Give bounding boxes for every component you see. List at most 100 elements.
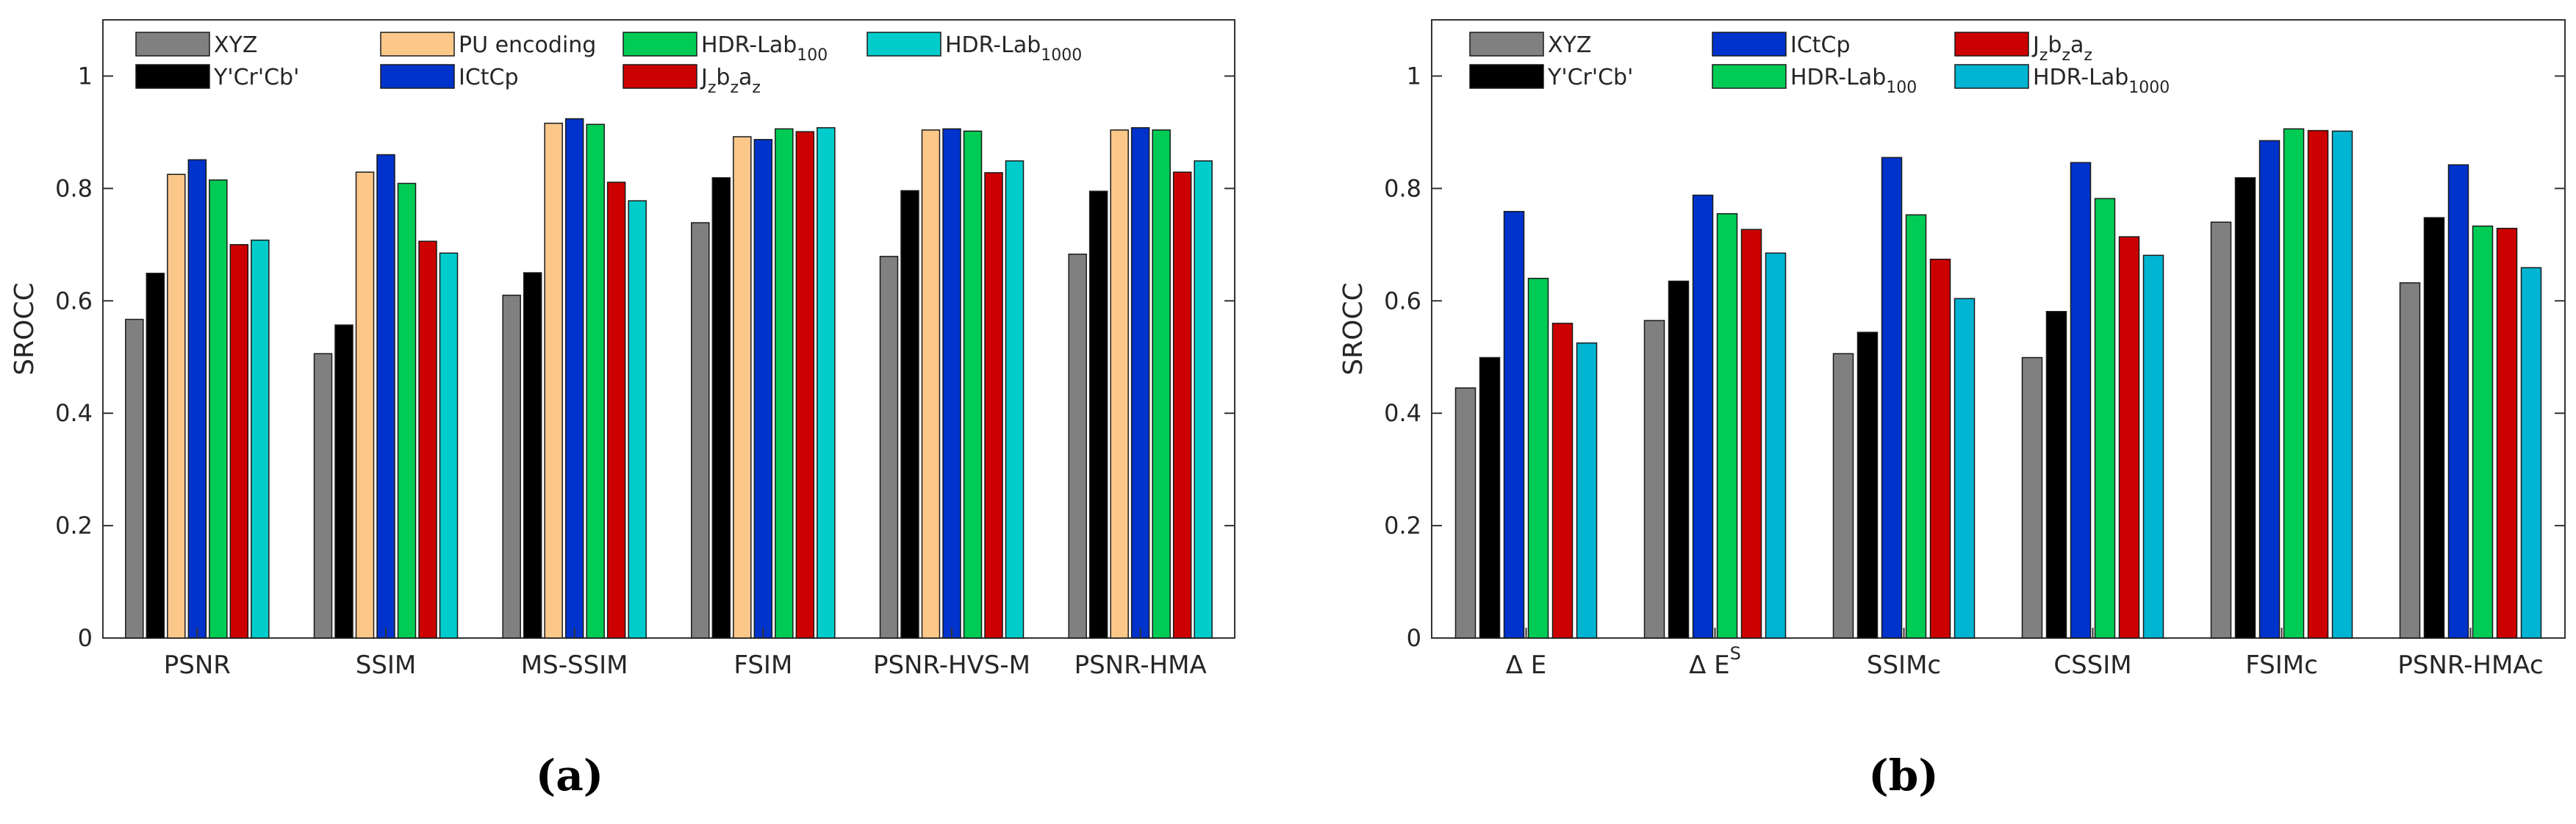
bar (1668, 280, 1690, 639)
x-tick-label: SSIMc (1867, 651, 1941, 680)
bar (167, 173, 186, 639)
legend-label: HDR-Lab1000 (2033, 65, 2170, 97)
bar (2496, 227, 2518, 639)
y-tick-label: 1 (1407, 62, 1421, 90)
bar (1088, 190, 1108, 639)
bar (2118, 236, 2140, 639)
x-tick-label: PSNR-HMA (1074, 651, 1207, 680)
bar (1068, 254, 1087, 639)
bar (146, 273, 165, 639)
subfigure-caption: (a) (536, 750, 603, 800)
x-tick-label: Δ E (1506, 651, 1547, 680)
x-tick-label: FSIMc (2245, 651, 2318, 680)
legend-label: ICtCp (1790, 32, 1851, 58)
bar (879, 256, 899, 639)
bar (564, 118, 584, 639)
bar (1856, 332, 1879, 639)
bar (775, 128, 794, 639)
bar (2021, 357, 2043, 639)
legend-swatch (1712, 32, 1787, 57)
bar (334, 324, 354, 639)
bar (1929, 258, 1951, 639)
bar (313, 353, 333, 639)
bar (418, 240, 437, 639)
bar (1953, 298, 1976, 639)
bar (1110, 129, 1129, 639)
bar (439, 252, 459, 639)
bar (187, 159, 207, 639)
bar (1765, 252, 1787, 639)
bar (753, 139, 773, 639)
bar (795, 131, 815, 639)
bar (1881, 157, 1903, 639)
legend-label: HDR-Lab1000 (945, 32, 1082, 65)
bar (1479, 357, 1501, 639)
x-tick-label: PSNR-HMAc (2397, 651, 2543, 680)
bar (1576, 342, 1598, 639)
y-tick-label: 0 (78, 624, 93, 652)
bar (2259, 140, 2281, 639)
x-tick-label: CSSIM (2053, 651, 2131, 680)
bar (984, 172, 1003, 639)
bar (2142, 254, 2164, 639)
bar (628, 200, 647, 639)
y-axis-label: SROCC (1338, 282, 1368, 375)
legend-swatch (135, 64, 210, 89)
bar (2520, 267, 2542, 639)
bar (1643, 320, 1665, 639)
y-tick-label: 0.6 (1384, 287, 1421, 315)
bar (397, 182, 417, 639)
bar (2234, 177, 2256, 639)
bar (209, 179, 228, 639)
bar (523, 272, 542, 639)
bar (2070, 162, 2092, 639)
bar (251, 239, 270, 639)
bar (2447, 164, 2469, 639)
legend-swatch (867, 32, 941, 57)
bar (229, 244, 249, 639)
legend-swatch (1712, 64, 1787, 89)
x-tick-label: Δ ES (1689, 643, 1741, 680)
bar (2045, 311, 2067, 639)
legend-label: HDR-Lab100 (1790, 65, 1917, 97)
y-tick-label: 0 (1407, 624, 1421, 652)
bar (1716, 213, 1738, 639)
y-tick-label: 0.8 (1384, 174, 1421, 202)
x-tick-label: PSNR-HVS-M (873, 651, 1030, 680)
x-tick-label: MS-SSIM (521, 651, 628, 680)
chart-a: 0 0.2 0.4 0.6 0.8 1 SROCC PSNR SSIM MS-SSIM FSIM PS… (10, 19, 1235, 800)
bar (711, 177, 731, 639)
axes-box (1431, 19, 2566, 639)
bar (2472, 225, 2494, 639)
bar (1905, 214, 1927, 639)
bar (1005, 160, 1025, 639)
bar (1172, 171, 1192, 639)
legend-label: Jzbzaz (700, 65, 761, 97)
chart-b: 0 0.2 0.4 0.6 0.8 1 SROCC Δ E Δ ES SSIMc CSSIM FSIM… (1338, 19, 2566, 800)
x-tick-label: SSIM (356, 651, 417, 680)
bar (2423, 217, 2445, 639)
y-axis-label: SROCC (10, 282, 40, 375)
y-tick-label: 0.8 (55, 174, 93, 202)
legend-swatch (1469, 32, 1544, 57)
bar (376, 154, 395, 639)
subfigure-caption: (b) (1868, 750, 1938, 800)
legend-label: PU encoding (459, 32, 596, 58)
y-tick-label: 0.2 (1384, 512, 1421, 540)
bar (1130, 127, 1150, 639)
legend-label: Y'Cr'Cb' (1547, 65, 1633, 90)
bar (942, 128, 961, 639)
y-tick-label: 1 (78, 62, 93, 90)
bar (1527, 277, 1549, 639)
legend-label: Y'Cr'Cb' (213, 65, 299, 90)
bar (2283, 128, 2305, 639)
bar (900, 190, 919, 639)
x-tick-label: PSNR (164, 651, 231, 680)
legend-swatch (380, 64, 455, 89)
y-tick-label: 0.6 (55, 287, 93, 315)
bar (1194, 160, 1213, 639)
y-tick-label: 0.4 (55, 399, 93, 427)
bar (1454, 387, 1477, 639)
bar (1152, 129, 1171, 639)
